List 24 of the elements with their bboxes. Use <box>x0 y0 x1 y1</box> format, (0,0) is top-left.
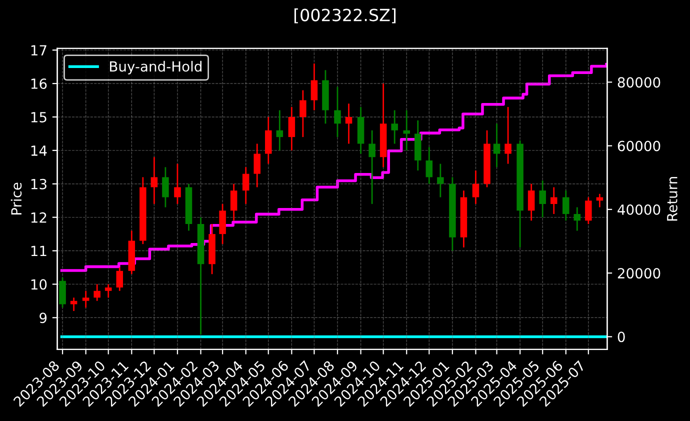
candlestick <box>368 130 376 205</box>
y2-tick-label: 80000 <box>618 77 660 88</box>
candlestick <box>484 130 490 188</box>
y-tick-label: 9 <box>40 312 47 324</box>
y-tick-label: 16 <box>31 78 47 90</box>
y-axis-title: Price <box>10 182 22 214</box>
y-tick-label: 10 <box>31 279 47 290</box>
chart-title: [002322.SZ] <box>294 8 396 24</box>
candlestick <box>322 69 329 124</box>
y-tick-label: 15 <box>31 112 46 122</box>
y-tick-label: 14 <box>31 146 47 156</box>
y2-axis-title: Return <box>667 177 678 221</box>
y-tick-label: 12 <box>31 212 46 223</box>
y2-tick-label: 0 <box>618 332 625 342</box>
legend-label: Buy-and-Hold <box>110 60 202 74</box>
y2-tick-label: 20000 <box>618 268 660 279</box>
y-tick-label: 13 <box>31 178 46 190</box>
candlestick <box>162 166 169 208</box>
y2-tick-label: 60000 <box>618 140 660 152</box>
y2-tick-label: 40000 <box>618 204 660 215</box>
candlestick <box>504 106 512 164</box>
y-tick-label: 17 <box>31 45 46 56</box>
candlestick <box>174 163 181 205</box>
y-tick-label: 11 <box>31 246 46 256</box>
